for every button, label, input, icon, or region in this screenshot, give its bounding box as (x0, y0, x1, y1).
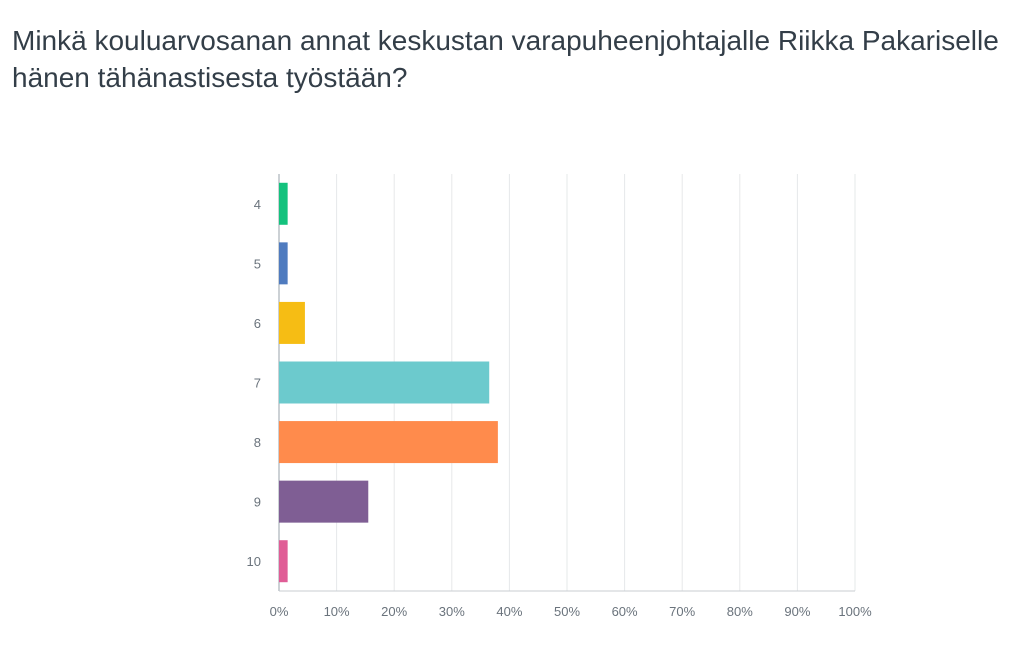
category-label: 9 (254, 495, 261, 510)
category-label: 4 (254, 197, 261, 212)
x-tick-label: 60% (612, 604, 638, 619)
x-tick-label: 0% (270, 604, 289, 619)
x-tick-label: 10% (324, 604, 350, 619)
category-label: 7 (254, 376, 261, 391)
category-label: 10 (247, 554, 261, 569)
x-tick-label: 50% (554, 604, 580, 619)
bar-8[interactable] (279, 421, 498, 464)
x-tick-label: 80% (727, 604, 753, 619)
x-tick-label: 40% (496, 604, 522, 619)
chart-title: Minkä kouluarvosanan annat keskustan var… (12, 25, 999, 93)
x-tick-label: 100% (838, 604, 872, 619)
grid-lines (278, 174, 856, 592)
x-tick-label: 30% (439, 604, 465, 619)
category-label: 5 (254, 256, 261, 271)
category-label: 6 (254, 316, 261, 331)
x-tick-label: 90% (784, 604, 810, 619)
bar-6[interactable] (279, 301, 305, 344)
category-label: 8 (254, 435, 261, 450)
bar-4[interactable] (279, 182, 288, 225)
bar-10[interactable] (279, 540, 288, 583)
category-labels: 4 5 6 7 8 9 10 (247, 197, 261, 569)
bars (279, 182, 498, 583)
x-axis-tick-labels: 0% 10% 20% 30% 40% 50% 60% 70% 80% 90% 100% (270, 604, 872, 619)
x-tick-label: 70% (669, 604, 695, 619)
bar-7[interactable] (279, 361, 490, 404)
x-tick-label: 20% (381, 604, 407, 619)
bar-9[interactable] (279, 480, 369, 523)
bar-5[interactable] (279, 242, 288, 285)
